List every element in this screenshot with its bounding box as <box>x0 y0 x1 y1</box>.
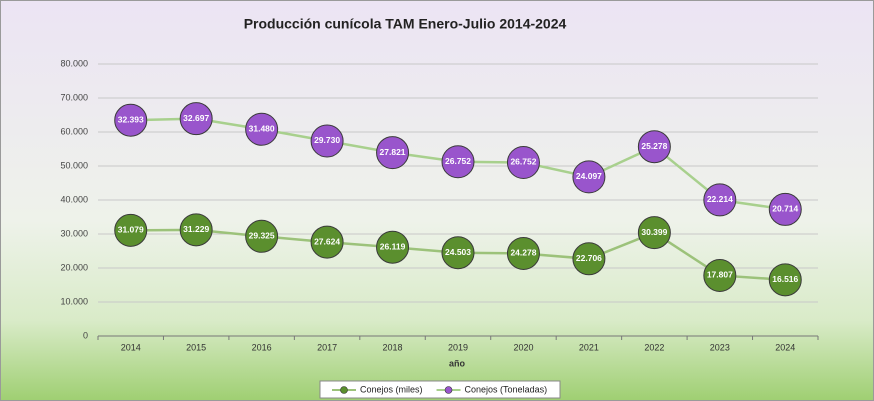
data-label: 32.393 <box>118 114 144 124</box>
y-tick-label: 80.000 <box>60 58 88 68</box>
x-tick-label: 2016 <box>252 342 272 352</box>
data-label: 24.278 <box>510 248 536 258</box>
marker <box>768 192 802 226</box>
y-tick-label: 10.000 <box>60 296 88 306</box>
marker <box>376 230 410 264</box>
data-label: 26.119 <box>380 241 406 251</box>
marker <box>245 112 279 146</box>
marker <box>572 242 606 276</box>
marker <box>637 216 671 250</box>
data-label: 26.752 <box>510 157 536 167</box>
marker <box>114 213 148 247</box>
x-tick-label: 2019 <box>448 342 468 352</box>
marker <box>376 136 410 170</box>
legend-marker <box>444 386 453 394</box>
marker <box>703 183 737 217</box>
marker <box>179 102 213 136</box>
legend-label: Conejos (Toneladas) <box>465 384 548 394</box>
legend-label: Conejos (miles) <box>360 384 423 394</box>
x-tick-label: 2017 <box>317 342 337 352</box>
x-tick-label: 2024 <box>775 342 795 352</box>
marker <box>703 258 737 292</box>
y-tick-label: 60.000 <box>60 126 88 136</box>
chart-title: Producción cunícola TAM Enero-Julio 2014… <box>244 16 567 32</box>
data-label: 22.214 <box>707 194 733 204</box>
marker <box>572 160 606 194</box>
x-axis-label: año <box>449 358 466 368</box>
marker <box>506 145 540 179</box>
x-tick-label: 2014 <box>121 342 141 352</box>
y-tick-label: 0 <box>83 330 88 340</box>
marker <box>441 145 475 179</box>
marker <box>441 236 475 270</box>
x-tick-label: 2022 <box>644 342 664 352</box>
x-tick-label: 2020 <box>513 342 533 352</box>
data-label: 20.714 <box>772 204 798 214</box>
data-label: 30.399 <box>641 227 667 237</box>
data-label: 29.730 <box>314 135 340 145</box>
marker <box>114 103 148 137</box>
marker <box>506 236 540 270</box>
data-label: 26.752 <box>445 156 471 166</box>
y-tick-label: 50.000 <box>60 160 88 170</box>
marker <box>179 213 213 247</box>
marker <box>310 225 344 259</box>
data-label: 16.516 <box>772 274 798 284</box>
y-tick-label: 70.000 <box>60 92 88 102</box>
data-label: 27.624 <box>314 236 340 246</box>
data-label: 24.097 <box>576 171 602 181</box>
data-label: 31.079 <box>118 225 144 235</box>
x-tick-label: 2015 <box>186 342 206 352</box>
y-tick-label: 40.000 <box>60 194 88 204</box>
marker <box>768 263 802 297</box>
x-tick-label: 2018 <box>383 342 403 352</box>
data-label: 22.706 <box>576 253 602 263</box>
x-tick-label: 2021 <box>579 342 599 352</box>
marker <box>310 124 344 158</box>
y-tick-label: 30.000 <box>60 228 88 238</box>
data-label: 25.278 <box>641 141 667 151</box>
data-label: 29.325 <box>249 231 275 241</box>
data-label: 17.807 <box>707 270 733 280</box>
data-label: 24.503 <box>445 247 471 257</box>
legend-marker <box>340 386 348 394</box>
data-label: 31.480 <box>249 124 275 134</box>
data-label: 27.821 <box>380 147 406 157</box>
marker <box>245 219 279 253</box>
data-label: 32.697 <box>183 113 209 123</box>
marker <box>637 130 671 164</box>
data-label: 31.229 <box>183 224 209 234</box>
x-tick-label: 2023 <box>710 342 730 352</box>
y-tick-label: 20.000 <box>60 262 88 272</box>
